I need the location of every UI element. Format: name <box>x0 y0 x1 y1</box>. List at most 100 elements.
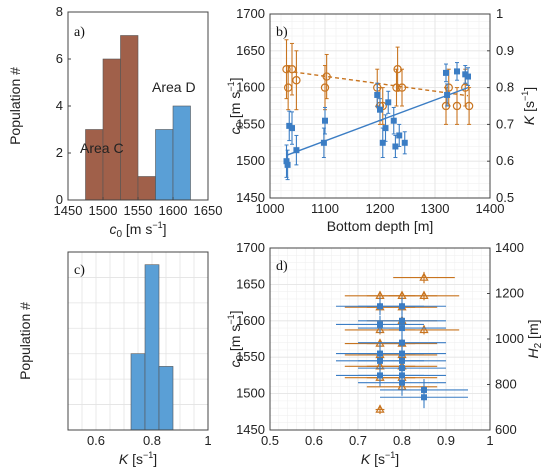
y-left-axis-label-d-part-0: c <box>227 361 243 368</box>
y-tick-label-a: 0 <box>56 192 63 207</box>
c0-point <box>322 117 328 124</box>
x-axis-label-b: Bottom depth [m] <box>327 218 434 234</box>
x-tick-label-a: 1500 <box>89 203 118 218</box>
x-axis-label-c-part-1: [s <box>128 451 143 467</box>
c0-point <box>390 117 397 124</box>
bar-area-c <box>120 35 139 201</box>
x-axis-label-d-part-3: ] <box>395 451 399 467</box>
bar-k <box>144 264 160 431</box>
y-left-tick-label-b: 1500 <box>236 153 265 168</box>
y-left-axis-label-b-part-3: −1 <box>226 81 236 91</box>
y-right-axis-label-b-part-1: [s <box>521 101 537 116</box>
y-right-tick-label-b: 1 <box>496 6 503 21</box>
x-tick-label-a: 1550 <box>124 203 153 218</box>
c0-point <box>444 91 451 98</box>
panel-label-c: c) <box>74 263 85 278</box>
x-tick-label-a: 1600 <box>159 203 188 218</box>
panel-label-d: d) <box>276 259 288 274</box>
k-point <box>292 76 301 85</box>
x-tick-label-d: 0.5 <box>261 433 279 448</box>
bar-area-c <box>102 58 121 201</box>
h2-point <box>375 404 385 413</box>
x-axis-label-c: K [s−1] <box>119 450 157 467</box>
y-left-tick-label-d: 1500 <box>236 386 265 401</box>
panel-c: 0.6 0.8 1 c) Population # K [s−1] <box>17 251 212 467</box>
c0-point <box>377 321 383 328</box>
x-axis-label-d-part-2: −1 <box>385 450 395 460</box>
h2-point <box>419 290 429 299</box>
y-right-axis-label-b: K [s−1] <box>520 87 537 125</box>
y-left-axis-label-b-part-0: c <box>227 128 243 135</box>
c0-point <box>293 147 300 154</box>
y-left-axis-label-b-part-4: ] <box>227 77 243 81</box>
y-left-axis-label-d-part-4: ] <box>227 310 243 314</box>
c0-point <box>377 106 383 113</box>
y-left-axis-label-d-part-3: −1 <box>226 314 236 324</box>
y-left-tick-label-b: 1650 <box>236 43 265 58</box>
y-left-tick-label-b: 1700 <box>236 6 265 21</box>
y-axis-label-c: Population # <box>17 302 33 380</box>
y-right-tick-label-d: 1200 <box>495 286 524 301</box>
c0-point <box>392 143 399 150</box>
c0-point <box>443 69 449 76</box>
x-axis-label-a-part-0: c <box>109 221 116 237</box>
x-tick-label-d: 0.7 <box>349 433 367 448</box>
c0-point <box>454 68 460 75</box>
series-label-area-c: Area C <box>80 140 124 156</box>
x-axis-label-a-part-1: 0 <box>116 229 122 240</box>
y-left-axis-label-b: c0 [m s−1] <box>226 77 246 134</box>
c0-point <box>374 91 381 98</box>
y-right-axis-label-b-part-0: K <box>521 115 537 125</box>
x-axis-label-d: K [s−1] <box>361 450 399 467</box>
y-axis-label-a-part-0: Population # <box>7 67 23 145</box>
y-left-axis-label-b-part-1: 0 <box>235 122 246 128</box>
x-axis-label-c-part-2: −1 <box>143 450 153 460</box>
y-tick-label-a: 8 <box>56 4 63 19</box>
x-tick-label-d: 0.9 <box>437 433 455 448</box>
x-tick-label-c: 1 <box>204 433 211 448</box>
c0-point <box>465 73 471 80</box>
y-axis-label-a: Population # <box>7 67 23 145</box>
k-point <box>320 83 330 92</box>
c0-point <box>401 139 408 146</box>
h2-point <box>419 324 429 334</box>
y-tick-label-a: 6 <box>56 51 63 66</box>
y-right-tick-label-d: 1000 <box>495 331 524 346</box>
x-axis-label-d-part-0: K <box>361 451 371 467</box>
y-right-axis-label-b-part-3: ] <box>521 87 537 91</box>
x-tick-label-b: 1200 <box>366 201 395 216</box>
y-right-tick-label-b: 0.8 <box>496 80 514 95</box>
y-right-tick-label-b: 0.9 <box>496 43 514 58</box>
x-tick-label-d: 1 <box>486 433 493 448</box>
panel-b: 1000 1100 1200 1300 1400 1450 1500 1550 1600 1650… <box>226 6 537 234</box>
c0-point <box>399 317 405 324</box>
bar-area-d <box>155 129 174 201</box>
c0-point <box>289 125 295 132</box>
x-axis-label-a-part-3: −1 <box>152 220 162 230</box>
y-right-tick-label-b: 0.6 <box>496 153 514 168</box>
x-axis-label-c-part-3: ] <box>153 451 157 467</box>
y-left-tick-label-b: 1600 <box>236 80 265 95</box>
y-right-tick-label-b: 0.7 <box>496 116 514 131</box>
y-axis-label-c-part-0: Population # <box>17 302 33 380</box>
c0-point <box>399 379 405 386</box>
y-left-tick-label-d: 1550 <box>236 349 265 364</box>
h2-point <box>419 272 429 281</box>
x-axis-label-a-part-2: [m s <box>122 221 152 237</box>
c0-point <box>382 125 389 132</box>
y-right-axis-label-d-part-0: H <box>525 348 541 359</box>
y-tick-label-a: 4 <box>56 98 63 113</box>
x-tick-label-b: 1000 <box>256 201 285 216</box>
y-left-axis-label-d-part-2: [m s <box>227 325 243 355</box>
c0-point <box>421 394 427 401</box>
y-left-tick-label-d: 1700 <box>236 240 265 255</box>
bar-area-c <box>137 176 156 201</box>
panel-label-a: a) <box>74 25 85 40</box>
x-axis-label-a-part-4: ] <box>163 221 167 237</box>
y-right-axis-label-b-part-2: −1 <box>520 91 530 101</box>
c0-point <box>385 99 392 106</box>
y-left-tick-label-d: 1450 <box>236 422 265 437</box>
x-tick-label-d: 0.6 <box>305 433 323 448</box>
y-right-tick-label-d: 1400 <box>495 240 524 255</box>
